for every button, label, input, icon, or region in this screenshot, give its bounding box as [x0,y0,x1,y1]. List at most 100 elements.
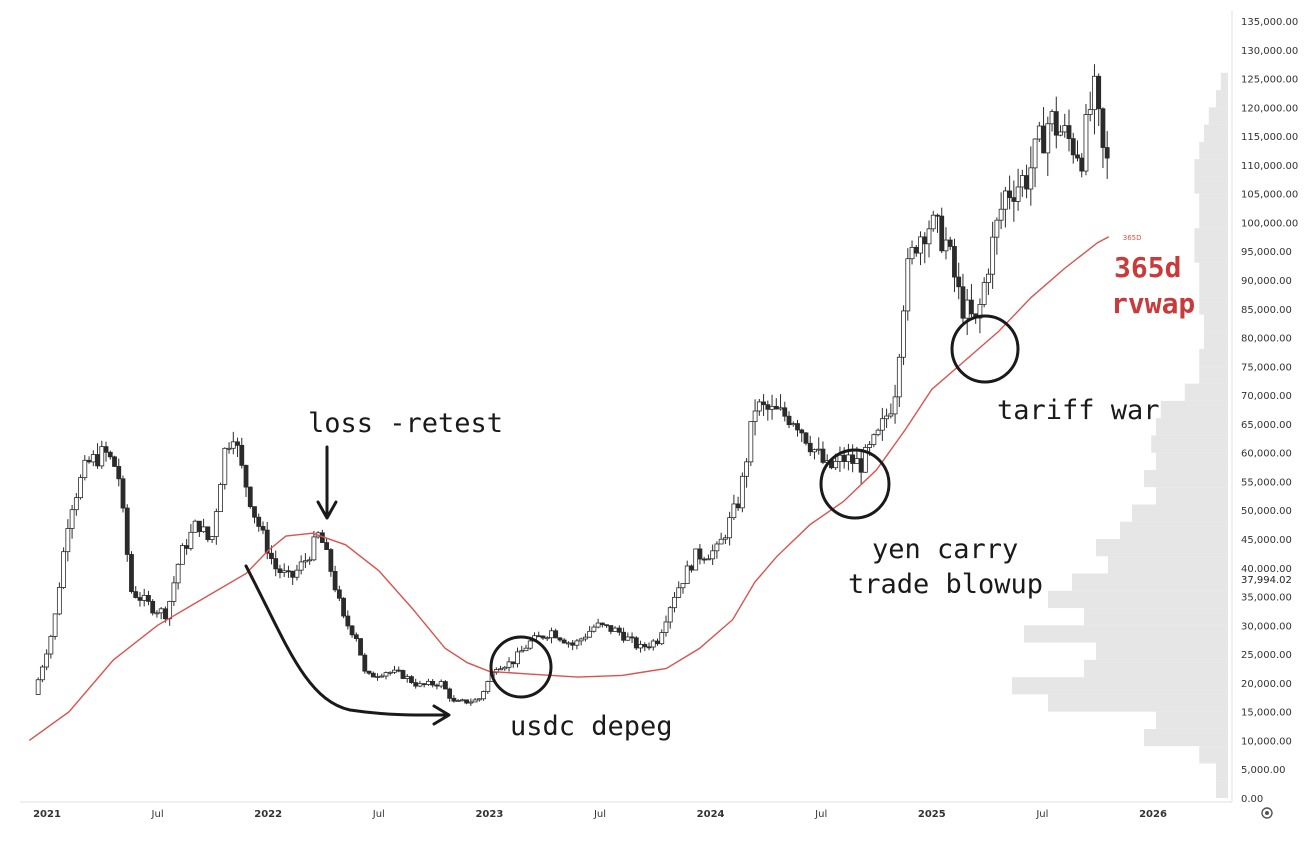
candle-body [370,672,376,678]
candle-body [616,627,622,633]
candle-body [213,511,219,537]
candle-body [353,634,359,639]
candle-body [604,624,610,627]
x-tick-label: 2021 [33,809,61,820]
candle-body [731,503,737,519]
annotation-loss-retest: loss -retest [308,408,503,439]
candle-body [693,548,699,571]
vwap-365d-line [28,236,1110,741]
y-tick-label: 80,000.00 [1241,334,1292,345]
settings-gear-icon[interactable] [1261,807,1273,819]
candle-body [137,597,143,601]
volume-profile-bar [1194,159,1228,177]
candle-body [850,454,856,464]
candle-body [710,550,716,560]
volume-profile-bar [1199,262,1228,280]
candle-body [913,246,919,254]
candle-body [689,565,694,571]
volume-profile-bar [1204,124,1228,142]
candle-body [196,520,202,533]
candle-body [264,529,270,554]
candle-body [498,668,503,671]
y-tick-label: 70,000.00 [1241,391,1292,402]
y-axis: 135,000.00 130,000.00 125,000.00 120,000.00… [1231,11,1298,805]
candle-body [112,456,117,467]
candle-body [1011,197,1017,202]
candle-body [447,688,453,699]
candle-body [841,454,847,462]
candle-body [404,676,410,679]
candle-body [171,582,177,602]
y-tick-label: 50,000.00 [1241,506,1292,517]
candle-body [273,558,279,570]
y-tick-label: 65,000.00 [1241,420,1292,431]
candle-body [413,682,419,687]
candle-body [39,666,45,681]
candle-body [599,622,605,626]
candle-body [960,286,966,319]
candle-body [434,684,440,687]
y-tick-label: 45,000.00 [1241,535,1292,546]
annotation-trade-blowup: trade blowup [848,569,1043,600]
candle-body [930,214,936,230]
candle-body [506,661,512,668]
candle-body [727,517,733,539]
candle-body [375,676,380,678]
candle-body [78,477,83,499]
candle-body [472,699,478,703]
candle-body [773,405,779,410]
annotation-365d: 365d [1114,251,1181,284]
candle-body [163,608,168,620]
candle-body [1045,123,1051,154]
x-tick-label: Jul [1035,809,1048,820]
y-tick-label: 90,000.00 [1241,276,1292,287]
candle-body [192,520,198,533]
curved-arrow [244,564,450,717]
candle-body [947,239,953,247]
candle-body [455,700,461,702]
x-tick-label: 2024 [697,809,725,820]
candle-body [680,583,686,589]
candle-body [536,635,542,638]
candle-body [655,640,660,645]
candle-body [943,239,949,252]
candle-body [61,551,67,588]
y-tick-label: 125,000.00 [1241,75,1298,86]
candle-body [239,444,245,466]
candle-body [896,356,902,398]
candle-body [706,558,711,561]
candle-body [646,646,652,649]
candle-body [485,681,491,692]
candle-body [379,675,385,678]
candle-body [871,434,877,445]
volume-profile-bar [1084,608,1228,626]
candle-body [918,236,923,254]
yen-carry-circle [819,448,891,520]
candle-body [1007,190,1013,199]
candle-body [795,423,800,431]
candle-body [765,404,771,410]
candle-body [188,531,194,549]
candle-body [625,636,631,641]
candle-body [1083,114,1089,172]
y-tick-label: 30,000.00 [1241,621,1292,632]
x-tick-label: 2022 [254,809,282,820]
volume-profile-bar [1199,366,1228,384]
candle-body [854,458,860,464]
candle-body [807,442,813,453]
candle-body [837,454,843,462]
candle-body [1015,186,1021,202]
candle-body [981,282,987,305]
candle-body [146,594,151,602]
volume-profile-bar [1096,642,1228,660]
current-price-tag: 37,994.02 [1236,572,1298,586]
candle-body [451,697,457,702]
candle-body [901,310,906,358]
y-tick-label: 120,000.00 [1241,103,1298,114]
candle-body [52,613,58,637]
candle-body [336,589,342,599]
volume-profile-bar [1199,349,1228,367]
candle-body [332,571,338,591]
candle-body [1104,147,1110,159]
candle-body [892,396,898,415]
